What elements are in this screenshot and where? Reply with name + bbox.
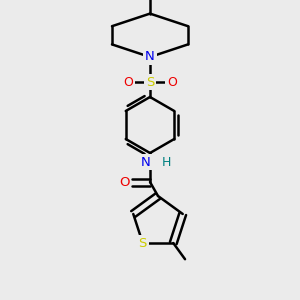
Text: S: S [139,236,147,250]
Text: H: H [161,155,171,169]
Text: N: N [141,155,151,169]
Text: O: O [119,176,129,188]
Text: N: N [145,50,155,64]
Text: S: S [146,76,154,88]
Text: O: O [123,76,133,88]
Text: O: O [167,76,177,88]
